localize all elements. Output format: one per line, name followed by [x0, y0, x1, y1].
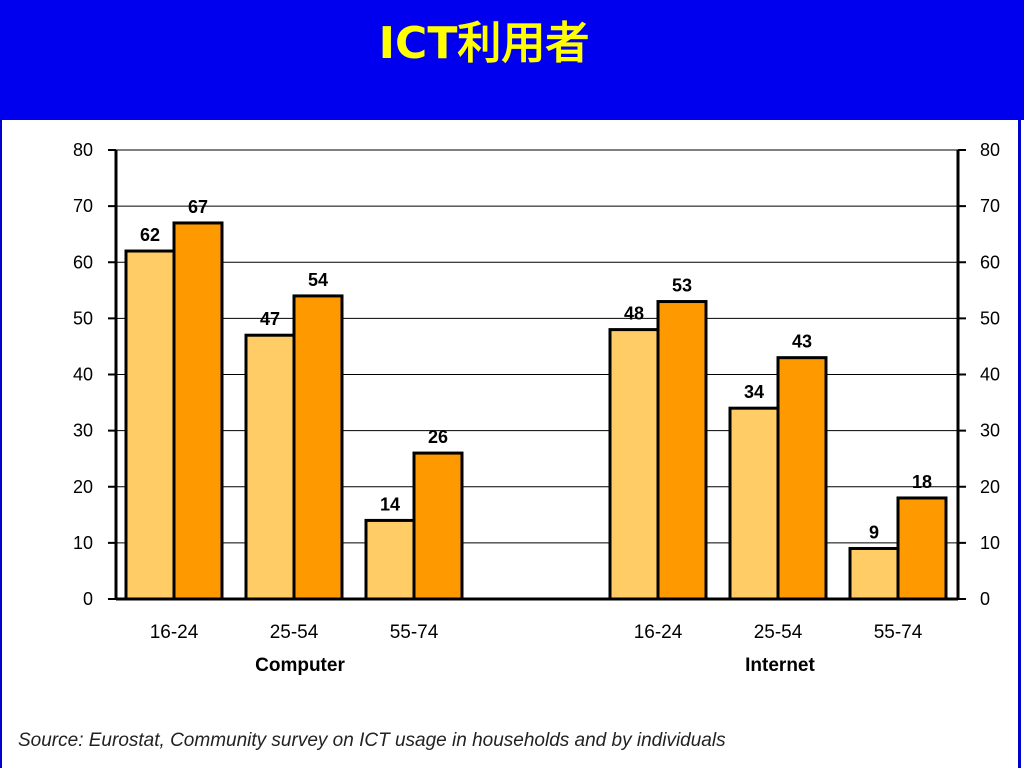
bar	[896, 496, 948, 601]
data-label: 26	[428, 427, 448, 447]
x-tick-label: 16-24	[150, 622, 199, 643]
bar	[172, 221, 224, 601]
y-tick-label-right: 50	[980, 308, 1000, 328]
y-tick-label-right: 40	[980, 365, 1000, 385]
y-tick-label-left: 30	[73, 421, 93, 441]
y-tick-label-right: 80	[980, 140, 1000, 160]
y-tick-label-left: 60	[73, 252, 93, 272]
bar	[364, 518, 416, 601]
bar	[412, 451, 464, 601]
data-label: 67	[188, 197, 208, 217]
source-note: Source: Eurostat, Community survey on IC…	[18, 730, 726, 751]
data-label: 62	[140, 225, 160, 245]
y-tick-label-left: 50	[73, 308, 93, 328]
slide-frame	[0, 120, 1021, 768]
bar	[848, 546, 900, 601]
data-label: 14	[380, 494, 400, 514]
bar	[776, 356, 828, 601]
y-tick-label-right: 0	[980, 589, 990, 609]
x-tick-label: 16-24	[634, 622, 683, 643]
group-label: Computer	[255, 655, 345, 676]
data-label: 9	[869, 522, 879, 542]
y-tick-label-right: 70	[980, 196, 1000, 216]
bar	[608, 328, 660, 601]
data-label: 18	[912, 472, 932, 492]
group-label: Internet	[745, 655, 815, 676]
data-label: 34	[744, 382, 764, 402]
bar	[292, 294, 344, 601]
bar	[656, 300, 708, 601]
bar	[244, 333, 296, 601]
y-tick-label-right: 60	[980, 252, 1000, 272]
data-label: 47	[260, 309, 280, 329]
data-label: 48	[624, 304, 644, 324]
y-tick-label-left: 40	[73, 365, 93, 385]
y-tick-label-right: 20	[980, 477, 1000, 497]
x-tick-label: 25-54	[754, 622, 803, 643]
bar	[124, 249, 176, 601]
page-title: ICT利用者	[378, 18, 590, 69]
y-tick-label-right: 30	[980, 421, 1000, 441]
data-label: 43	[792, 332, 812, 352]
y-tick-label-left: 80	[73, 140, 93, 160]
y-tick-label-left: 20	[73, 477, 93, 497]
y-tick-label-left: 0	[83, 589, 93, 609]
x-tick-label: 55-74	[874, 622, 923, 643]
data-label: 53	[672, 276, 692, 296]
y-tick-label-left: 10	[73, 533, 93, 553]
title-banner: ICT利用者	[0, 0, 1024, 120]
data-label: 54	[308, 270, 328, 290]
bar	[728, 406, 780, 601]
x-tick-label: 25-54	[270, 622, 319, 643]
x-tick-label: 55-74	[390, 622, 439, 643]
y-tick-label-right: 10	[980, 533, 1000, 553]
y-tick-label-left: 70	[73, 196, 93, 216]
